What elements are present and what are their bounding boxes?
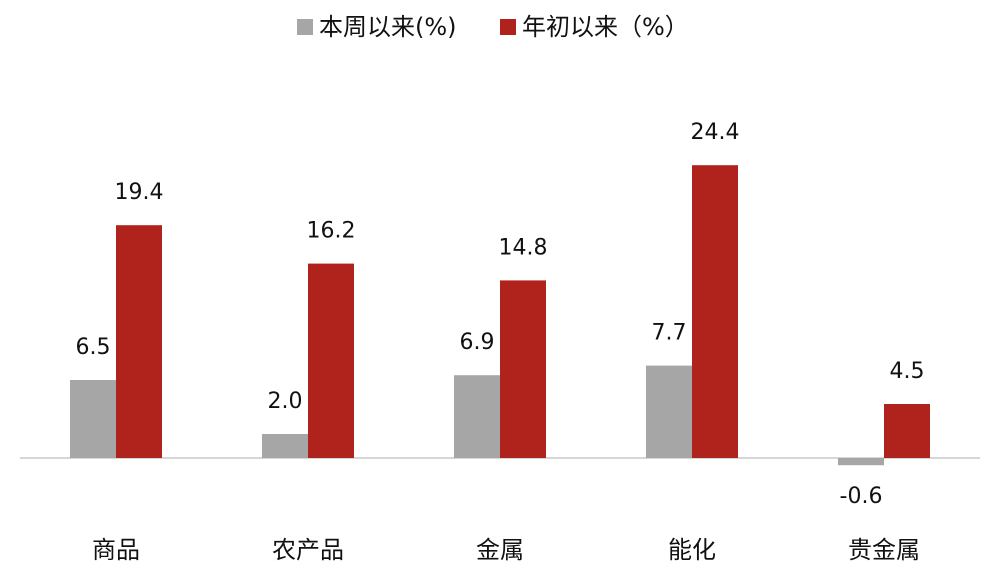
value-label: 2.0 bbox=[268, 389, 303, 414]
bar bbox=[70, 380, 116, 458]
x-tick-label: 金属 bbox=[476, 536, 524, 564]
value-label: 14.8 bbox=[499, 235, 548, 260]
value-label: 19.4 bbox=[115, 180, 164, 205]
legend-label: 年初以来（%） bbox=[522, 13, 689, 41]
x-tick-label: 能化 bbox=[668, 536, 716, 564]
bar bbox=[116, 225, 162, 458]
bar bbox=[262, 434, 308, 458]
x-tick-label: 商品 bbox=[92, 536, 140, 564]
x-tick-label: 贵金属 bbox=[848, 536, 920, 564]
value-label: 16.2 bbox=[307, 219, 356, 244]
value-label: 7.7 bbox=[652, 321, 687, 346]
legend-label: 本周以来(%) bbox=[319, 13, 457, 41]
value-label: 6.5 bbox=[76, 335, 111, 360]
legend-swatch bbox=[500, 19, 516, 35]
bar bbox=[308, 263, 354, 458]
value-label: 4.5 bbox=[890, 359, 925, 384]
x-tick-label: 农产品 bbox=[272, 536, 344, 564]
bar bbox=[692, 165, 738, 458]
bar bbox=[646, 365, 692, 458]
legend-swatch bbox=[297, 19, 313, 35]
value-label: -0.6 bbox=[840, 484, 883, 509]
bar bbox=[884, 404, 930, 458]
value-label: 24.4 bbox=[691, 120, 740, 145]
value-label: 6.9 bbox=[460, 330, 495, 355]
bar bbox=[454, 375, 500, 458]
bar bbox=[500, 280, 546, 458]
bar bbox=[838, 458, 884, 466]
